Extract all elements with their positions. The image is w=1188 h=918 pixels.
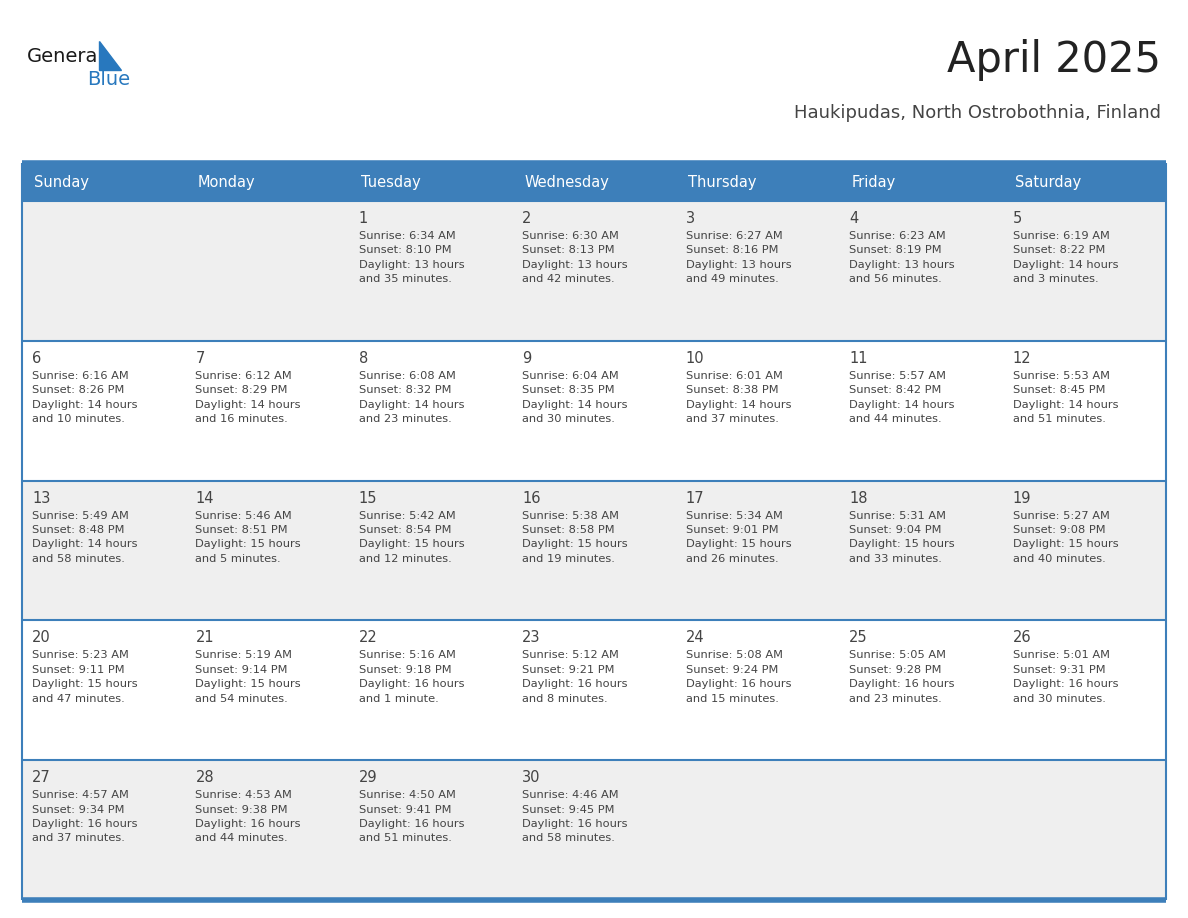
Text: 23: 23 (523, 631, 541, 645)
Text: Sunrise: 6:01 AM
Sunset: 8:38 PM
Daylight: 14 hours
and 37 minutes.: Sunrise: 6:01 AM Sunset: 8:38 PM Dayligh… (685, 371, 791, 424)
Text: Haukipudas, North Ostrobothnia, Finland: Haukipudas, North Ostrobothnia, Finland (794, 104, 1161, 122)
Text: 9: 9 (523, 351, 531, 365)
Text: Sunrise: 4:57 AM
Sunset: 9:34 PM
Daylight: 16 hours
and 37 minutes.: Sunrise: 4:57 AM Sunset: 9:34 PM Dayligh… (32, 790, 138, 844)
Text: Sunrise: 5:12 AM
Sunset: 9:21 PM
Daylight: 16 hours
and 8 minutes.: Sunrise: 5:12 AM Sunset: 9:21 PM Dayligh… (523, 650, 627, 703)
Text: Sunrise: 5:01 AM
Sunset: 9:31 PM
Daylight: 16 hours
and 30 minutes.: Sunrise: 5:01 AM Sunset: 9:31 PM Dayligh… (1012, 650, 1118, 703)
Text: Thursday: Thursday (688, 174, 757, 189)
Text: Friday: Friday (851, 174, 896, 189)
Text: 3: 3 (685, 211, 695, 226)
Text: Sunrise: 5:08 AM
Sunset: 9:24 PM
Daylight: 16 hours
and 15 minutes.: Sunrise: 5:08 AM Sunset: 9:24 PM Dayligh… (685, 650, 791, 703)
Text: 25: 25 (849, 631, 867, 645)
Text: Sunrise: 5:53 AM
Sunset: 8:45 PM
Daylight: 14 hours
and 51 minutes.: Sunrise: 5:53 AM Sunset: 8:45 PM Dayligh… (1012, 371, 1118, 424)
Text: 22: 22 (359, 631, 378, 645)
Text: Sunrise: 6:12 AM
Sunset: 8:29 PM
Daylight: 14 hours
and 16 minutes.: Sunrise: 6:12 AM Sunset: 8:29 PM Dayligh… (196, 371, 301, 424)
Bar (23, 201, 1165, 341)
Text: 18: 18 (849, 490, 867, 506)
Text: General: General (27, 47, 103, 65)
Text: Sunrise: 5:16 AM
Sunset: 9:18 PM
Daylight: 16 hours
and 1 minute.: Sunrise: 5:16 AM Sunset: 9:18 PM Dayligh… (359, 650, 465, 703)
Text: Sunrise: 5:38 AM
Sunset: 8:58 PM
Daylight: 15 hours
and 19 minutes.: Sunrise: 5:38 AM Sunset: 8:58 PM Dayligh… (523, 510, 628, 564)
Text: Sunrise: 6:19 AM
Sunset: 8:22 PM
Daylight: 14 hours
and 3 minutes.: Sunrise: 6:19 AM Sunset: 8:22 PM Dayligh… (1012, 231, 1118, 285)
Text: 12: 12 (1012, 351, 1031, 365)
Bar (23, 341, 1165, 481)
Text: 15: 15 (359, 490, 378, 506)
Text: 20: 20 (32, 631, 51, 645)
Text: 28: 28 (196, 770, 214, 785)
Text: Sunday: Sunday (34, 174, 89, 189)
Bar (23, 621, 1165, 760)
Text: Sunrise: 4:53 AM
Sunset: 9:38 PM
Daylight: 16 hours
and 44 minutes.: Sunrise: 4:53 AM Sunset: 9:38 PM Dayligh… (196, 790, 301, 844)
Text: Sunrise: 6:27 AM
Sunset: 8:16 PM
Daylight: 13 hours
and 49 minutes.: Sunrise: 6:27 AM Sunset: 8:16 PM Dayligh… (685, 231, 791, 285)
Text: April 2025: April 2025 (947, 39, 1161, 81)
Text: 17: 17 (685, 490, 704, 506)
Text: Blue: Blue (87, 71, 131, 89)
Text: 16: 16 (523, 490, 541, 506)
Text: Sunrise: 5:27 AM
Sunset: 9:08 PM
Daylight: 15 hours
and 40 minutes.: Sunrise: 5:27 AM Sunset: 9:08 PM Dayligh… (1012, 510, 1118, 564)
Text: Sunrise: 6:23 AM
Sunset: 8:19 PM
Daylight: 13 hours
and 56 minutes.: Sunrise: 6:23 AM Sunset: 8:19 PM Dayligh… (849, 231, 955, 285)
Text: Sunrise: 6:04 AM
Sunset: 8:35 PM
Daylight: 14 hours
and 30 minutes.: Sunrise: 6:04 AM Sunset: 8:35 PM Dayligh… (523, 371, 627, 424)
Text: 11: 11 (849, 351, 867, 365)
Text: Sunrise: 6:08 AM
Sunset: 8:32 PM
Daylight: 14 hours
and 23 minutes.: Sunrise: 6:08 AM Sunset: 8:32 PM Dayligh… (359, 371, 465, 424)
Text: 27: 27 (32, 770, 51, 785)
Text: 21: 21 (196, 631, 214, 645)
Bar (23, 760, 1165, 900)
Text: 29: 29 (359, 770, 378, 785)
Text: 19: 19 (1012, 490, 1031, 506)
Text: Sunrise: 6:34 AM
Sunset: 8:10 PM
Daylight: 13 hours
and 35 minutes.: Sunrise: 6:34 AM Sunset: 8:10 PM Dayligh… (359, 231, 465, 285)
Text: Sunrise: 4:50 AM
Sunset: 9:41 PM
Daylight: 16 hours
and 51 minutes.: Sunrise: 4:50 AM Sunset: 9:41 PM Dayligh… (359, 790, 465, 844)
Text: Sunrise: 6:30 AM
Sunset: 8:13 PM
Daylight: 13 hours
and 42 minutes.: Sunrise: 6:30 AM Sunset: 8:13 PM Dayligh… (523, 231, 628, 285)
Text: Sunrise: 5:31 AM
Sunset: 9:04 PM
Daylight: 15 hours
and 33 minutes.: Sunrise: 5:31 AM Sunset: 9:04 PM Dayligh… (849, 510, 955, 564)
Text: Sunrise: 5:34 AM
Sunset: 9:01 PM
Daylight: 15 hours
and 26 minutes.: Sunrise: 5:34 AM Sunset: 9:01 PM Dayligh… (685, 510, 791, 564)
Text: Sunrise: 6:16 AM
Sunset: 8:26 PM
Daylight: 14 hours
and 10 minutes.: Sunrise: 6:16 AM Sunset: 8:26 PM Dayligh… (32, 371, 138, 424)
Text: Sunrise: 5:46 AM
Sunset: 8:51 PM
Daylight: 15 hours
and 5 minutes.: Sunrise: 5:46 AM Sunset: 8:51 PM Dayligh… (196, 510, 301, 564)
Text: Sunrise: 4:46 AM
Sunset: 9:45 PM
Daylight: 16 hours
and 58 minutes.: Sunrise: 4:46 AM Sunset: 9:45 PM Dayligh… (523, 790, 627, 844)
Text: Wednesday: Wednesday (524, 174, 609, 189)
Text: 2: 2 (523, 211, 532, 226)
Text: 13: 13 (32, 490, 50, 506)
Text: Sunrise: 5:49 AM
Sunset: 8:48 PM
Daylight: 14 hours
and 58 minutes.: Sunrise: 5:49 AM Sunset: 8:48 PM Dayligh… (32, 510, 138, 564)
Text: Sunrise: 5:05 AM
Sunset: 9:28 PM
Daylight: 16 hours
and 23 minutes.: Sunrise: 5:05 AM Sunset: 9:28 PM Dayligh… (849, 650, 955, 703)
Text: Sunrise: 5:23 AM
Sunset: 9:11 PM
Daylight: 15 hours
and 47 minutes.: Sunrise: 5:23 AM Sunset: 9:11 PM Dayligh… (32, 650, 138, 703)
Text: 24: 24 (685, 631, 704, 645)
Text: 14: 14 (196, 490, 214, 506)
Bar (23, 481, 1165, 621)
Text: Saturday: Saturday (1015, 174, 1081, 189)
Text: 10: 10 (685, 351, 704, 365)
Text: Tuesday: Tuesday (361, 174, 421, 189)
Text: 8: 8 (359, 351, 368, 365)
Text: 1: 1 (359, 211, 368, 226)
Bar (23, 163, 1165, 201)
Text: 5: 5 (1012, 211, 1022, 226)
Text: 30: 30 (523, 770, 541, 785)
Text: 6: 6 (32, 351, 42, 365)
Text: 4: 4 (849, 211, 859, 226)
Text: Sunrise: 5:57 AM
Sunset: 8:42 PM
Daylight: 14 hours
and 44 minutes.: Sunrise: 5:57 AM Sunset: 8:42 PM Dayligh… (849, 371, 955, 424)
Text: Sunrise: 5:19 AM
Sunset: 9:14 PM
Daylight: 15 hours
and 54 minutes.: Sunrise: 5:19 AM Sunset: 9:14 PM Dayligh… (196, 650, 301, 703)
Text: Monday: Monday (197, 174, 255, 189)
Text: Sunrise: 5:42 AM
Sunset: 8:54 PM
Daylight: 15 hours
and 12 minutes.: Sunrise: 5:42 AM Sunset: 8:54 PM Dayligh… (359, 510, 465, 564)
Text: 26: 26 (1012, 631, 1031, 645)
Text: 7: 7 (196, 351, 204, 365)
Polygon shape (99, 41, 121, 70)
